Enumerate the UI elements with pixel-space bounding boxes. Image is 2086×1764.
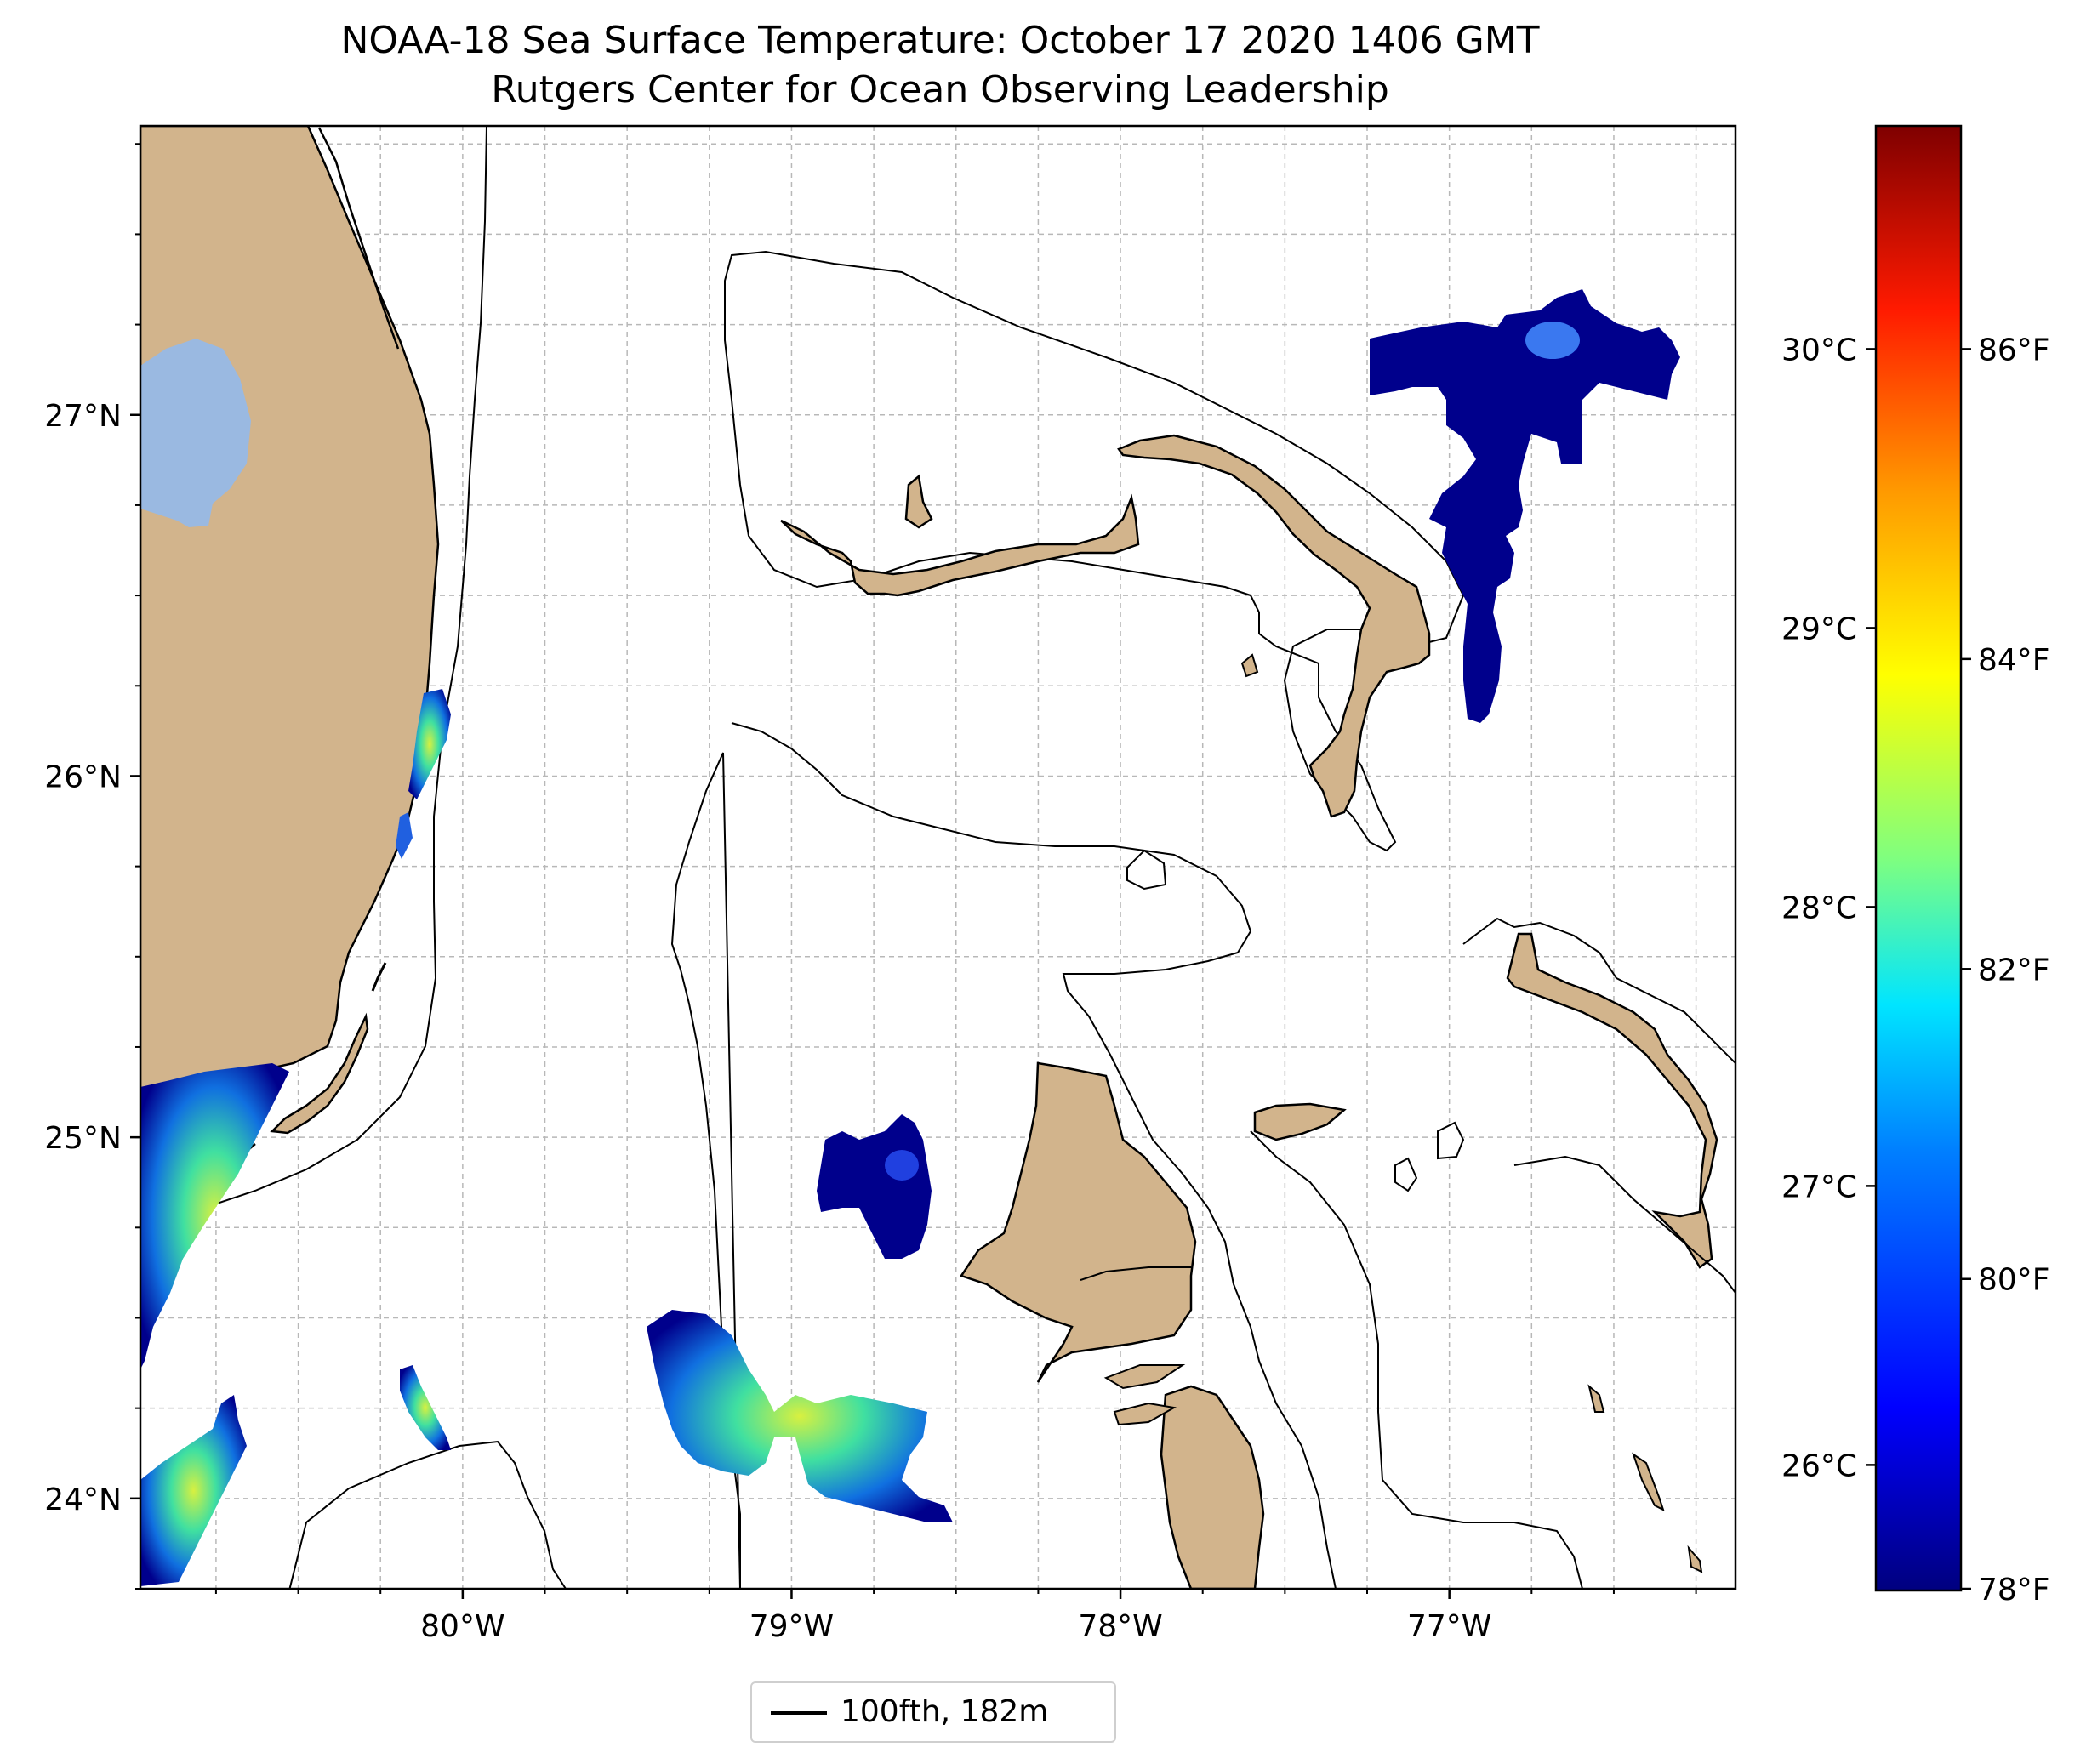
andros-islets [1103,1364,1186,1426]
colorbar-bar [1874,124,1963,1592]
isobath-keys [288,1440,567,1589]
sst-patch-florida-coast [408,689,451,799]
andros-island [960,1061,1197,1383]
eleuthera-island [1506,932,1718,1269]
tongue-of-ocean-isobath [1250,1130,1583,1589]
andros-south [1160,1385,1265,1589]
lon-tick-label: 78°W [1078,1609,1162,1644]
lon-tick-label: 79°W [749,1609,834,1644]
grand-bahama-island [780,474,1140,597]
sst-patch-southwest [140,1395,247,1586]
sst-patch-northeast [1370,289,1680,723]
lat-tick-label: 24°N [44,1482,122,1517]
florida-barrier-islands [317,127,400,350]
new-providence-island [1253,1102,1347,1141]
legend-isobath-swatch [771,1711,827,1715]
colorbar-fahrenheit-label: 84°F [1978,643,2050,678]
map-frame [139,124,1737,1590]
sst-patch-northeast-warm [1525,322,1580,359]
exuma-sound-isobath [1513,1155,1735,1294]
sst-patch-keys [140,1063,289,1369]
colorbar-fahrenheit-label: 82°F [1978,953,2050,987]
colorbar-fahrenheit-label: 86°F [1978,333,2050,367]
berry-islands [1126,849,1465,1192]
colorbar-celsius-label: 26°C [1781,1448,1857,1483]
sst-patch-south-central [647,1310,953,1522]
abaco-cay [1240,653,1259,678]
upper-keys [371,962,387,992]
lake-okeechobee [140,339,251,527]
longitude-axis: 80°W 79°W 78°W 77°W [214,1589,1697,1644]
great-bahama-bank-isobath [731,722,1337,1589]
lat-tick-label: 27°N [44,399,122,434]
sst-patch-central-west [400,1365,451,1450]
lon-tick-label: 77°W [1407,1609,1491,1644]
map-subtitle: Rutgers Center for Ocean Observing Leade… [491,68,1389,111]
andros-divide [1080,1266,1191,1281]
sst-patches [140,289,1680,1586]
map-title: NOAA-18 Sea Surface Temperature: October… [340,19,1540,62]
colorbar-fahrenheit-label: 80°F [1978,1263,2050,1298]
legend-isobath-label: 100fth, 182m [841,1694,1049,1729]
sst-patch-central-warm [885,1150,919,1181]
colorbar-celsius-label: 29°C [1781,612,1857,646]
isobath-florida-shelf [140,126,487,1238]
exuma-cays [1587,1384,1703,1573]
lat-tick-label: 26°N [44,760,122,794]
colorbar-celsius-axis: 30°C 29°C 28°C 27°C 26°C [1781,333,1876,1483]
abaco-island [1117,434,1431,818]
latitude-axis: 27°N 26°N 25°N 24°N [44,143,140,1590]
florida-keys [270,1012,369,1135]
exuma-isobath [1462,917,1735,1064]
colorbar-celsius-label: 28°C [1781,891,1857,925]
lon-tick-label: 80°W [420,1609,504,1644]
colorbar-celsius-label: 27°C [1781,1169,1857,1204]
colorbar-fahrenheit-label: 78°F [1978,1573,2050,1608]
colorbar-celsius-label: 30°C [1781,333,1857,367]
little-bahama-bank-isobath [724,250,1465,852]
lat-tick-label: 25°N [44,1121,122,1156]
colorbar-fahrenheit-axis: 86°F 84°F 82°F 80°F 78°F [1961,333,2050,1608]
legend: 100fth, 182m [750,1681,1116,1743]
sst-patch-florida-coast-2 [396,812,413,859]
